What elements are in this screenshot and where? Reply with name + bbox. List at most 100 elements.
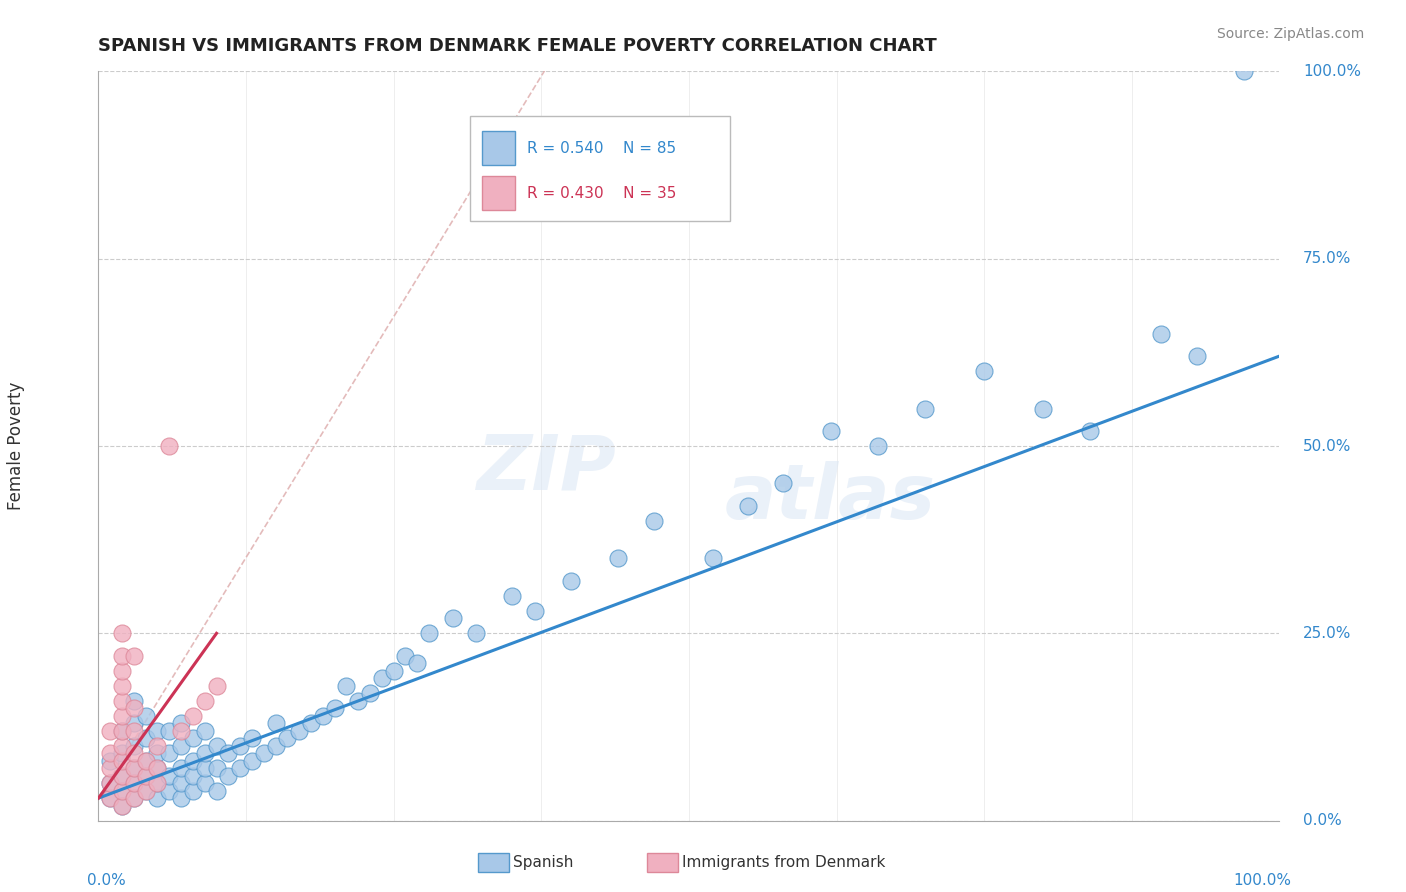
Point — [122, 776, 145, 790]
Point — [205, 761, 228, 775]
Point — [866, 439, 889, 453]
Point — [312, 708, 335, 723]
Point — [111, 783, 134, 797]
Point — [111, 723, 134, 738]
Point — [194, 694, 217, 708]
Point — [157, 439, 180, 453]
Point — [194, 746, 217, 760]
Point — [560, 574, 582, 588]
Text: Immigrants from Denmark: Immigrants from Denmark — [682, 855, 886, 870]
Text: atlas: atlas — [725, 461, 936, 535]
Text: SPANISH VS IMMIGRANTS FROM DENMARK FEMALE POVERTY CORRELATION CHART: SPANISH VS IMMIGRANTS FROM DENMARK FEMAL… — [98, 37, 938, 54]
Point — [135, 708, 157, 723]
Point — [194, 761, 217, 775]
Text: Spanish: Spanish — [513, 855, 574, 870]
Point — [98, 761, 121, 775]
Point — [394, 648, 416, 663]
Point — [205, 679, 228, 693]
Point — [111, 769, 134, 783]
Point — [181, 769, 204, 783]
Point — [240, 731, 263, 746]
Point — [371, 671, 394, 685]
Point — [122, 694, 145, 708]
Point — [702, 551, 724, 566]
Point — [170, 776, 193, 790]
Point — [146, 761, 169, 775]
Point — [240, 754, 263, 768]
Point — [157, 746, 180, 760]
Text: Female Poverty: Female Poverty — [7, 382, 25, 510]
Point — [181, 708, 204, 723]
Point — [323, 701, 346, 715]
Point — [98, 791, 121, 805]
Point — [157, 723, 180, 738]
Point — [135, 769, 157, 783]
Text: 100.0%: 100.0% — [1303, 64, 1361, 78]
Point — [135, 754, 157, 768]
Point — [170, 716, 193, 731]
Point — [98, 754, 121, 768]
Point — [276, 731, 298, 746]
Point — [146, 746, 169, 760]
Point — [111, 626, 134, 640]
Point — [98, 746, 121, 760]
Point — [111, 679, 134, 693]
Point — [122, 791, 145, 805]
Point — [406, 657, 429, 671]
Point — [135, 783, 157, 797]
Point — [111, 694, 134, 708]
Point — [1185, 349, 1208, 363]
FancyBboxPatch shape — [471, 116, 730, 221]
Point — [170, 761, 193, 775]
Point — [122, 761, 145, 775]
Point — [98, 791, 121, 805]
Text: 0.0%: 0.0% — [1303, 814, 1341, 828]
Point — [170, 739, 193, 753]
Point — [111, 739, 134, 753]
Point — [501, 589, 523, 603]
Point — [217, 769, 239, 783]
Point — [111, 798, 134, 813]
Point — [98, 723, 121, 738]
Point — [111, 798, 134, 813]
Point — [146, 791, 169, 805]
Point — [98, 776, 121, 790]
Point — [157, 769, 180, 783]
Point — [122, 746, 145, 760]
Point — [382, 664, 405, 678]
Point — [146, 776, 169, 790]
Point — [122, 716, 145, 731]
Point — [524, 604, 547, 618]
Text: 50.0%: 50.0% — [1303, 439, 1351, 453]
Point — [359, 686, 381, 700]
Bar — [482, 131, 516, 165]
Text: ZIP: ZIP — [478, 432, 617, 506]
Text: 75.0%: 75.0% — [1303, 252, 1351, 266]
Point — [465, 626, 488, 640]
Point — [135, 754, 157, 768]
Text: R = 0.540    N = 85: R = 0.540 N = 85 — [527, 141, 676, 156]
Point — [335, 679, 357, 693]
Point — [135, 769, 157, 783]
Point — [643, 514, 665, 528]
Point — [914, 401, 936, 416]
Text: 100.0%: 100.0% — [1233, 873, 1291, 888]
Point — [181, 783, 204, 797]
Point — [217, 746, 239, 760]
Point — [146, 723, 169, 738]
Point — [1233, 64, 1256, 78]
Point — [98, 776, 121, 790]
Point — [146, 761, 169, 775]
Point — [253, 746, 276, 760]
Text: Source: ZipAtlas.com: Source: ZipAtlas.com — [1216, 27, 1364, 41]
Point — [820, 424, 842, 438]
Point — [135, 731, 157, 746]
Point — [205, 739, 228, 753]
Point — [135, 783, 157, 797]
Point — [229, 739, 252, 753]
Point — [146, 739, 169, 753]
Text: R = 0.430    N = 35: R = 0.430 N = 35 — [527, 186, 676, 201]
Point — [111, 648, 134, 663]
Point — [122, 761, 145, 775]
Point — [737, 499, 759, 513]
